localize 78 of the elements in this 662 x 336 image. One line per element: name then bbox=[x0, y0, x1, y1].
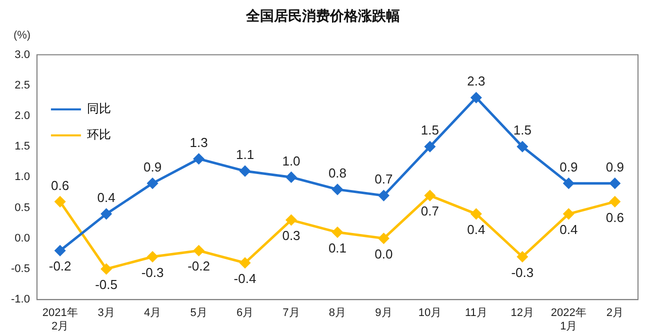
data-label: 0.3 bbox=[282, 228, 300, 244]
x-tick-label: 5月 bbox=[190, 307, 208, 320]
x-tick-label: 3月 bbox=[98, 307, 115, 320]
point bbox=[378, 233, 389, 244]
y-tick-label: -0.5 bbox=[10, 263, 30, 276]
legend-label: 同比 bbox=[86, 102, 111, 116]
data-label: 0.6 bbox=[606, 210, 624, 225]
x-tick-label: 2021年 2月 bbox=[42, 307, 78, 332]
y-tick-label: -1.0 bbox=[10, 294, 30, 306]
y-tick-label: 0.0 bbox=[14, 232, 30, 244]
x-tick-label: 8月 bbox=[328, 307, 346, 320]
point bbox=[240, 258, 250, 268]
y-tick-label: 1.5 bbox=[14, 140, 30, 153]
legend-label: 环比 bbox=[86, 128, 111, 142]
data-label: 0.8 bbox=[328, 166, 347, 181]
point bbox=[194, 245, 204, 256]
x-tick-label: 2022年 1月 bbox=[550, 307, 586, 332]
data-label: 0.7 bbox=[374, 172, 393, 187]
point bbox=[147, 178, 158, 189]
x-tick-label: 6月 bbox=[236, 307, 254, 320]
x-tick-label: 2月 bbox=[606, 307, 624, 320]
data-label: 1.1 bbox=[236, 147, 254, 162]
data-label: -0.3 bbox=[141, 264, 164, 280]
chart-title: 全国居民消费价格涨跌幅 bbox=[245, 7, 400, 24]
point bbox=[101, 208, 112, 220]
point bbox=[332, 184, 343, 195]
y-tick-label: 1.0 bbox=[14, 171, 30, 184]
point bbox=[424, 141, 436, 152]
point bbox=[563, 208, 574, 220]
x-tick-label: 11月 bbox=[464, 307, 488, 320]
point bbox=[563, 178, 574, 189]
y-axis-title: (%) bbox=[13, 29, 31, 42]
point bbox=[517, 252, 528, 262]
point bbox=[517, 141, 528, 152]
x-tick-label: 12月 bbox=[510, 307, 534, 320]
data-label: 0.4 bbox=[97, 190, 116, 205]
point bbox=[54, 196, 66, 207]
y-tick-label: 2.0 bbox=[14, 110, 30, 122]
data-label: 1.0 bbox=[282, 153, 300, 168]
point bbox=[101, 264, 112, 274]
data-label: 1.3 bbox=[190, 134, 208, 150]
data-label: 0.9 bbox=[560, 159, 578, 174]
point bbox=[470, 92, 482, 103]
point bbox=[378, 190, 389, 201]
data-label: -0.4 bbox=[234, 270, 256, 286]
data-label: 1.5 bbox=[420, 122, 439, 138]
data-label: 0.4 bbox=[560, 222, 578, 237]
point bbox=[610, 178, 620, 189]
point bbox=[194, 154, 204, 164]
point bbox=[332, 227, 343, 238]
data-label: -0.3 bbox=[511, 264, 534, 280]
x-tick-label: 7月 bbox=[282, 307, 300, 320]
data-label: 0.7 bbox=[420, 204, 439, 219]
point bbox=[147, 252, 158, 262]
x-tick-label: 4月 bbox=[144, 307, 162, 320]
data-label: -0.2 bbox=[48, 258, 72, 274]
point bbox=[286, 214, 296, 226]
point bbox=[470, 208, 482, 220]
point bbox=[424, 190, 436, 201]
data-label: 0.0 bbox=[374, 246, 393, 262]
y-tick-label: 3.0 bbox=[14, 48, 30, 61]
point bbox=[286, 172, 296, 182]
data-label: 0.4 bbox=[467, 222, 486, 237]
data-label: 0.6 bbox=[51, 178, 70, 193]
point bbox=[54, 245, 66, 256]
data-label: -0.5 bbox=[95, 277, 118, 292]
data-label: 0.1 bbox=[328, 240, 347, 256]
data-label: 1.5 bbox=[513, 122, 532, 138]
data-label: 2.3 bbox=[467, 74, 486, 89]
point bbox=[240, 166, 250, 176]
point bbox=[610, 196, 620, 207]
y-tick-label: 2.5 bbox=[14, 79, 30, 92]
data-label: -0.2 bbox=[188, 258, 210, 274]
x-tick-label: 9月 bbox=[375, 307, 392, 320]
data-label: 0.9 bbox=[606, 159, 624, 174]
y-tick-label: 0.5 bbox=[14, 202, 30, 214]
data-label: 0.9 bbox=[144, 159, 162, 174]
x-tick-label: 10月 bbox=[418, 307, 442, 320]
